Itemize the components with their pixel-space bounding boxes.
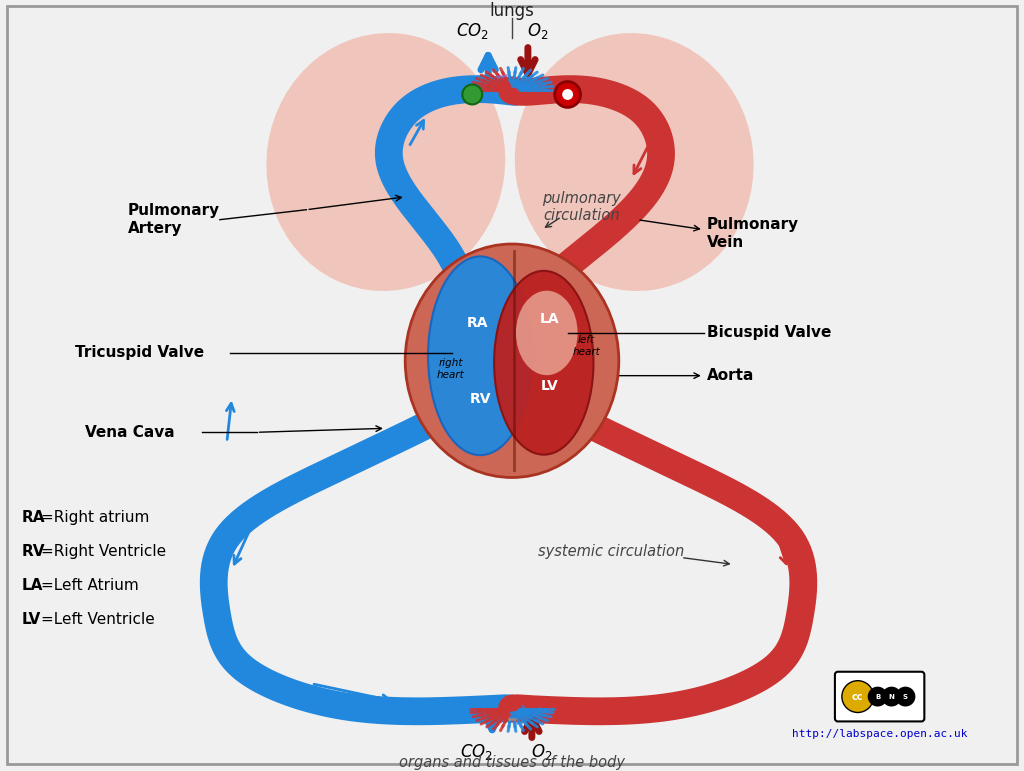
Text: =Right atrium: =Right atrium — [41, 510, 150, 525]
Text: $\mathit{O_2}$: $\mathit{O_2}$ — [527, 21, 549, 41]
Text: RA: RA — [22, 510, 45, 525]
Text: =Left Atrium: =Left Atrium — [41, 577, 139, 593]
Text: right
heart: right heart — [436, 358, 464, 379]
Text: Aorta: Aorta — [707, 369, 754, 383]
Circle shape — [562, 89, 573, 100]
Text: http://labspace.open.ac.uk: http://labspace.open.ac.uk — [792, 729, 968, 739]
Ellipse shape — [266, 33, 505, 291]
Text: $\mathit{CO_2}$: $\mathit{CO_2}$ — [460, 742, 493, 763]
FancyBboxPatch shape — [835, 672, 925, 722]
Text: LA: LA — [540, 312, 559, 326]
Text: cc: cc — [852, 692, 863, 702]
Text: pulmonary
circulation: pulmonary circulation — [542, 190, 621, 223]
Text: left
heart: left heart — [572, 335, 600, 357]
Circle shape — [896, 687, 915, 706]
Text: =Left Ventricle: =Left Ventricle — [41, 611, 155, 627]
Circle shape — [867, 687, 888, 706]
Text: N: N — [889, 694, 895, 699]
Circle shape — [842, 681, 873, 712]
Ellipse shape — [495, 271, 594, 455]
Text: LV: LV — [22, 611, 40, 627]
Text: $\mathit{CO_2}$: $\mathit{CO_2}$ — [456, 21, 488, 41]
Text: lungs: lungs — [489, 2, 535, 20]
Text: systemic circulation: systemic circulation — [539, 544, 684, 559]
Text: RV: RV — [22, 544, 45, 559]
Text: B: B — [876, 694, 881, 699]
Ellipse shape — [516, 291, 578, 375]
Ellipse shape — [515, 33, 754, 291]
Text: LV: LV — [541, 379, 559, 392]
Text: Tricuspid Valve: Tricuspid Valve — [75, 345, 204, 360]
Text: RV: RV — [469, 392, 490, 406]
Text: organs and tissues of the body: organs and tissues of the body — [399, 755, 625, 769]
Circle shape — [555, 82, 581, 107]
Text: LA: LA — [22, 577, 43, 593]
Text: S: S — [903, 694, 908, 699]
Text: RA: RA — [467, 316, 488, 330]
Text: Pulmonary
Vein: Pulmonary Vein — [707, 217, 799, 250]
Text: Vena Cava: Vena Cava — [85, 425, 174, 439]
Text: =Right Ventricle: =Right Ventricle — [41, 544, 166, 559]
Circle shape — [882, 687, 901, 706]
Text: Pulmonary
Artery: Pulmonary Artery — [127, 204, 219, 236]
Circle shape — [462, 85, 482, 104]
Text: $\mathit{O_2}$: $\mathit{O_2}$ — [531, 742, 553, 763]
Ellipse shape — [406, 244, 618, 477]
Text: Bicuspid Valve: Bicuspid Valve — [707, 325, 831, 341]
Ellipse shape — [428, 257, 532, 455]
